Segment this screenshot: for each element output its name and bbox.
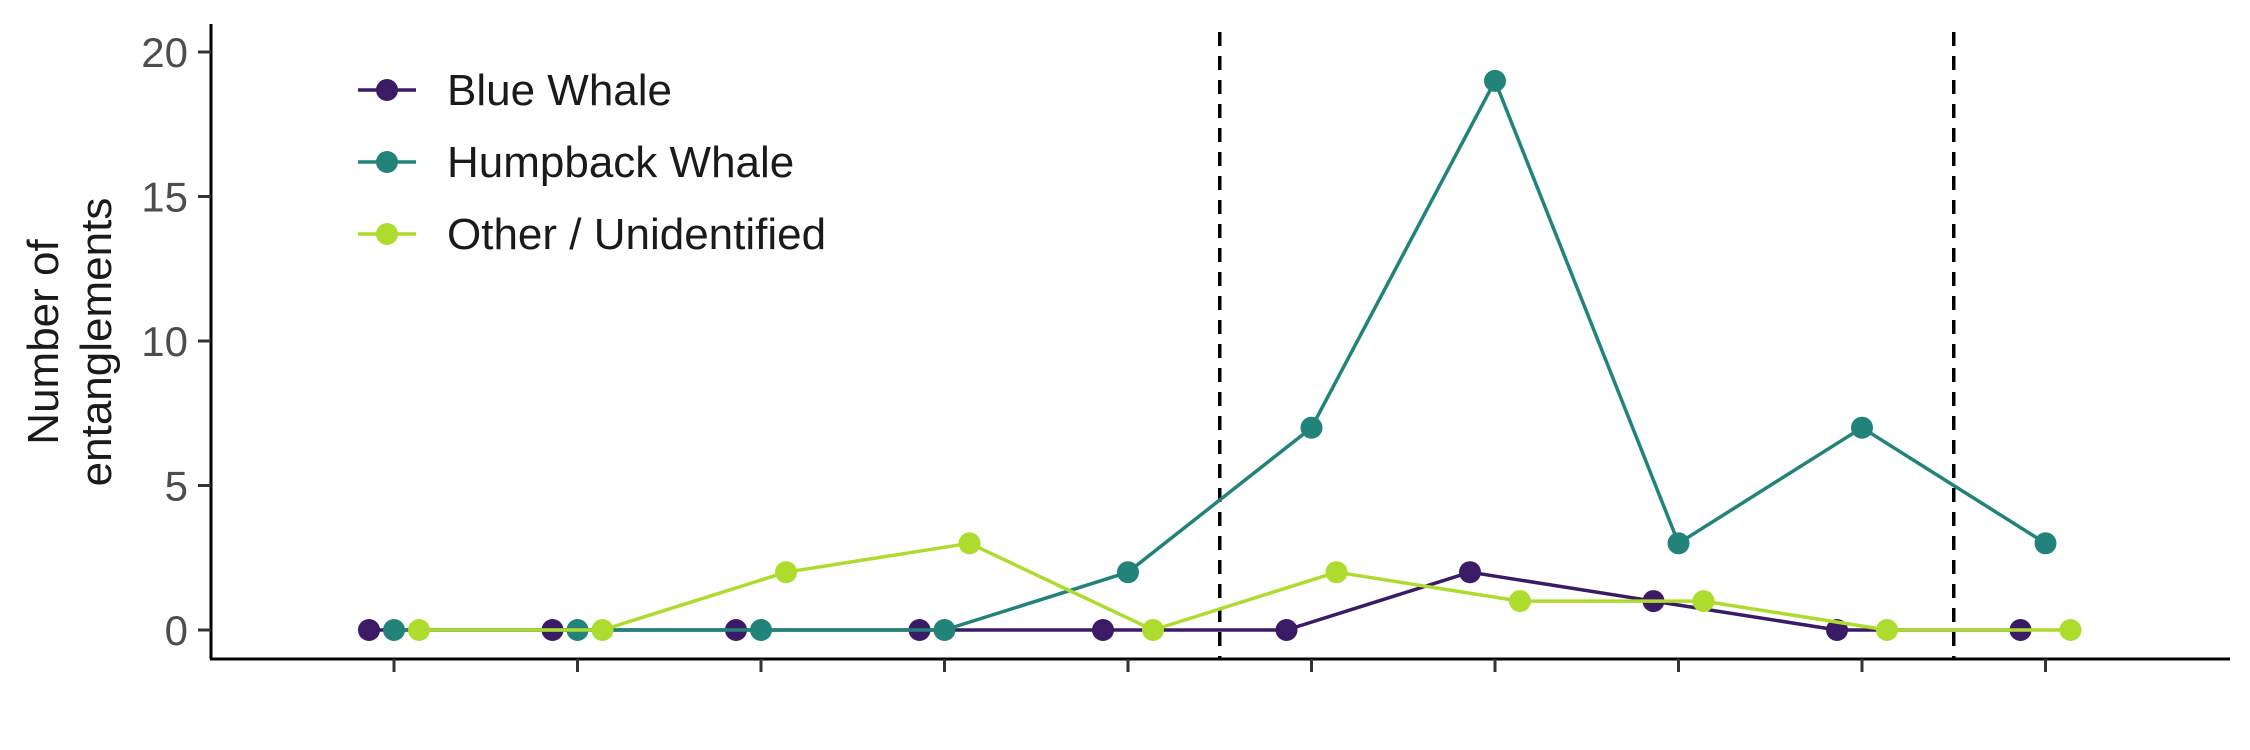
legend-label: Other / Unidentified: [447, 210, 826, 259]
y-tick-label: 15: [141, 174, 188, 221]
data-point: [958, 532, 981, 555]
data-point: [1876, 619, 1898, 641]
data-point: [591, 619, 614, 641]
data-point: [750, 619, 772, 641]
data-point: [1459, 561, 1481, 584]
legend-key-point: [376, 79, 398, 101]
legend-item: Other / Unidentified: [358, 210, 826, 259]
data-point: [933, 619, 956, 641]
data-point: [1509, 590, 1531, 613]
y-tick-label: 10: [141, 318, 188, 365]
x-ticks: [392, 659, 2047, 672]
data-point: [358, 619, 380, 641]
legend-label: Humpback Whale: [447, 138, 794, 187]
y-tick-label: 20: [141, 29, 188, 76]
series-line: [394, 79, 2047, 632]
y-axis-title-line-1: Number of: [19, 239, 68, 445]
reference-lines: [1218, 32, 1956, 659]
data-point: [383, 619, 405, 641]
legend-key-point: [376, 151, 398, 173]
data-point: [2059, 619, 2082, 641]
legend-item: Blue Whale: [358, 66, 672, 115]
legend-item: Humpback Whale: [358, 138, 794, 187]
legend-label: Blue Whale: [447, 66, 672, 115]
data-point: [775, 561, 797, 584]
series-line: [369, 570, 2021, 632]
data-point: [1692, 590, 1715, 613]
data-point: [1117, 561, 1139, 584]
series-group: [358, 69, 2082, 641]
data-point: [1667, 532, 1690, 555]
y-axis-title-line-2: entanglements: [72, 198, 121, 487]
data-point: [1300, 416, 1323, 439]
data-point: [2034, 532, 2057, 555]
data-point: [1484, 69, 1506, 92]
data-point: [1142, 619, 1164, 641]
data-point: [408, 619, 430, 641]
y-tick-label: 5: [165, 463, 188, 510]
series-line: [419, 541, 2071, 632]
data-point: [1092, 619, 1114, 641]
y-tick-label: 0: [165, 607, 188, 654]
data-point: [1851, 416, 1873, 439]
data-point: [1275, 619, 1298, 641]
series-other-unidentified: [408, 532, 2082, 641]
legend-key-point: [376, 223, 398, 245]
data-point: [1325, 561, 1348, 584]
legend: Blue Whale Humpback Whale Other / Unidenti…: [358, 66, 826, 259]
y-ticks: 0 5 10 15 20: [141, 29, 211, 654]
